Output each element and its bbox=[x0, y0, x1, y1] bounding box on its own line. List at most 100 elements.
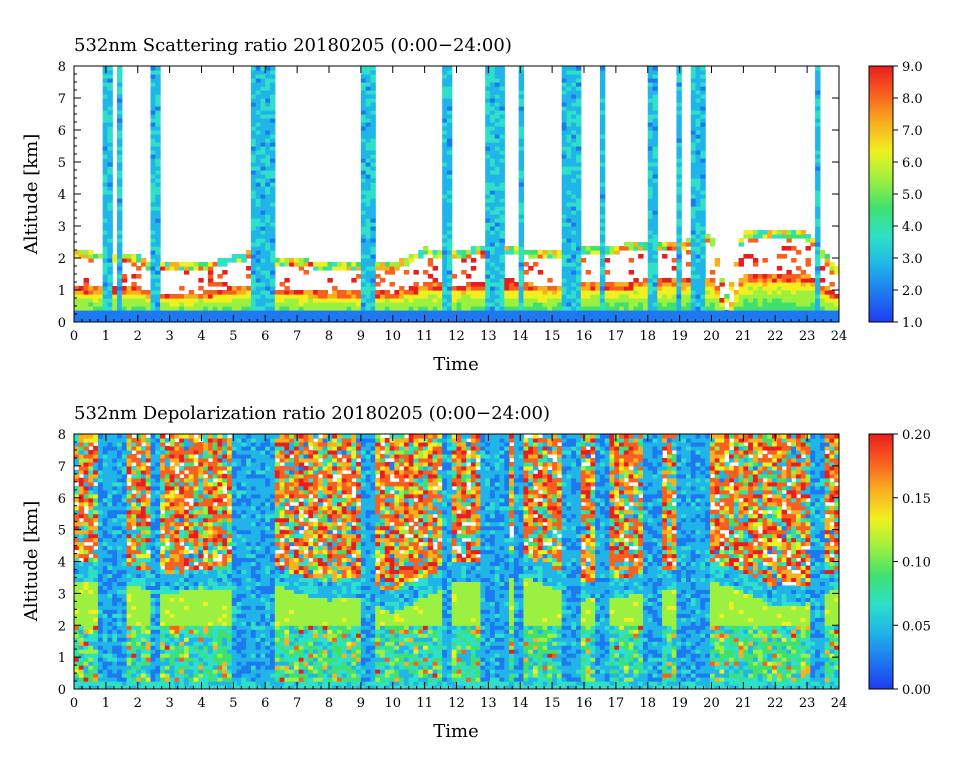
heatmap-cell bbox=[103, 250, 108, 255]
heatmap-cell bbox=[815, 94, 820, 99]
heatmap-cell bbox=[318, 262, 323, 267]
heatmap-cell bbox=[151, 250, 156, 255]
heatmap-cell bbox=[155, 146, 160, 151]
heatmap-cell bbox=[662, 254, 667, 259]
heatmap-cell bbox=[490, 102, 495, 107]
heatmap-cell bbox=[576, 86, 581, 91]
heatmap-cell bbox=[313, 298, 318, 303]
heatmap-cell bbox=[437, 306, 442, 311]
heatmap-cell bbox=[566, 282, 571, 287]
heatmap-cell bbox=[442, 254, 447, 259]
heatmap-cell bbox=[160, 677, 165, 682]
heatmap-cell bbox=[112, 613, 117, 618]
heatmap-cell bbox=[638, 294, 643, 299]
heatmap-cell bbox=[88, 530, 93, 535]
heatmap-cell bbox=[251, 142, 256, 147]
heatmap-cell bbox=[232, 286, 237, 291]
heatmap-cell bbox=[571, 178, 576, 183]
heatmap-cell bbox=[122, 677, 127, 682]
heatmap-cell bbox=[117, 617, 122, 622]
heatmap-cell bbox=[562, 274, 567, 279]
heatmap-cell bbox=[772, 306, 777, 311]
heatmap-cell bbox=[394, 294, 399, 299]
heatmap-cell bbox=[676, 102, 681, 107]
heatmap-cell bbox=[619, 302, 624, 307]
heatmap-cell bbox=[160, 629, 165, 634]
heatmap-cell bbox=[796, 282, 801, 287]
heatmap-cell bbox=[260, 246, 265, 251]
heatmap-cell bbox=[251, 206, 256, 211]
heatmap-cell bbox=[88, 633, 93, 638]
heatmap-cell bbox=[361, 126, 366, 131]
heatmap-cell bbox=[442, 222, 447, 227]
heatmap-cell bbox=[452, 274, 457, 279]
heatmap-cell bbox=[146, 510, 151, 515]
heatmap-cell bbox=[256, 254, 261, 259]
heatmap-cell bbox=[810, 306, 815, 311]
heatmap-cell bbox=[361, 262, 366, 267]
heatmap-cell bbox=[256, 242, 261, 247]
heatmap-cell bbox=[653, 162, 658, 167]
heatmap-cell bbox=[676, 306, 681, 311]
heatmap-cell bbox=[155, 462, 160, 467]
heatmap-cell bbox=[600, 214, 605, 219]
heatmap-cell bbox=[98, 462, 103, 467]
heatmap-cell bbox=[791, 282, 796, 287]
heatmap-cell bbox=[485, 214, 490, 219]
heatmap-cell bbox=[519, 290, 524, 295]
heatmap-cell bbox=[471, 282, 476, 287]
heatmap-cell bbox=[428, 250, 433, 255]
heatmap-cell bbox=[84, 450, 89, 455]
heatmap-cell bbox=[103, 593, 108, 598]
heatmap-cell bbox=[265, 186, 270, 191]
heatmap-cell bbox=[600, 230, 605, 235]
heatmap-cell bbox=[98, 438, 103, 443]
heatmap-cell bbox=[112, 593, 117, 598]
heatmap-cell bbox=[141, 514, 146, 519]
heatmap-cell bbox=[107, 234, 112, 239]
heatmap-cell bbox=[84, 546, 89, 551]
heatmap-cell bbox=[700, 266, 705, 271]
heatmap-cell bbox=[151, 474, 156, 479]
heatmap-cell bbox=[122, 530, 127, 535]
heatmap-cell bbox=[265, 154, 270, 159]
heatmap-cell bbox=[146, 530, 151, 535]
heatmap-cell bbox=[500, 270, 505, 275]
heatmap-cell bbox=[672, 278, 677, 283]
heatmap-cell bbox=[562, 314, 567, 319]
heatmap-cell bbox=[79, 442, 84, 447]
heatmap-cell bbox=[825, 290, 830, 295]
heatmap-cell bbox=[160, 438, 165, 443]
heatmap-cell bbox=[299, 266, 304, 271]
heatmap-cell bbox=[571, 146, 576, 151]
heatmap-cell bbox=[155, 490, 160, 495]
heatmap-cell bbox=[734, 294, 739, 299]
heatmap-cell bbox=[84, 597, 89, 602]
heatmap-cell bbox=[151, 86, 156, 91]
heatmap-cell bbox=[107, 558, 112, 563]
heatmap-cell bbox=[480, 254, 485, 259]
heatmap-cell bbox=[418, 314, 423, 319]
heatmap-cell bbox=[146, 294, 151, 299]
heatmap-cell bbox=[136, 593, 141, 598]
heatmap-cell bbox=[351, 262, 356, 267]
heatmap-cell bbox=[122, 486, 127, 491]
heatmap-cell bbox=[141, 302, 146, 307]
heatmap-cell bbox=[151, 186, 156, 191]
heatmap-cell bbox=[676, 162, 681, 167]
heatmap-cell bbox=[284, 310, 289, 315]
heatmap-cell bbox=[103, 510, 108, 515]
heatmap-cell bbox=[151, 70, 156, 75]
heatmap-cell bbox=[490, 294, 495, 299]
heatmap-cell bbox=[79, 314, 84, 319]
heatmap-cell bbox=[260, 174, 265, 179]
heatmap-cell bbox=[155, 90, 160, 95]
heatmap-cell bbox=[724, 314, 729, 319]
heatmap-cell bbox=[270, 314, 275, 319]
heatmap-cell bbox=[141, 518, 146, 523]
heatmap-cell bbox=[361, 306, 366, 311]
heatmap-cell bbox=[107, 274, 112, 279]
heatmap-cell bbox=[490, 314, 495, 319]
heatmap-cell bbox=[691, 214, 696, 219]
heatmap-cell bbox=[151, 605, 156, 610]
